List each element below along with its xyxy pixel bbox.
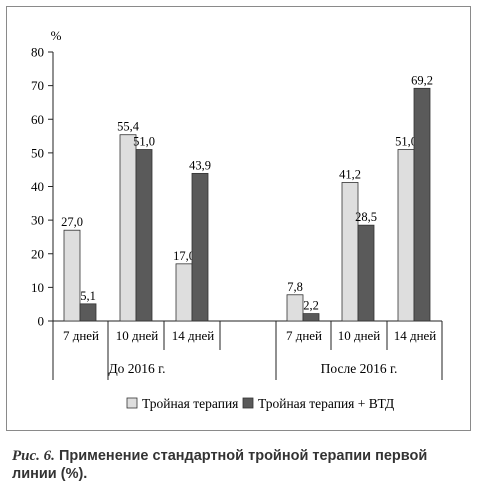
bar-triple-therapy bbox=[397, 149, 415, 322]
bar-triple-therapy-vtd bbox=[191, 172, 209, 322]
bar-triple-therapy bbox=[119, 134, 137, 322]
figure-label: Рис. 6. bbox=[12, 448, 55, 464]
data-label: 28,5 bbox=[355, 210, 377, 224]
data-label: 69,2 bbox=[411, 73, 433, 87]
y-tick-label: 0 bbox=[38, 314, 45, 329]
bar-triple-therapy-vtd bbox=[79, 303, 97, 322]
data-label: 2,2 bbox=[303, 299, 319, 313]
bar-triple-therapy-vtd bbox=[357, 224, 375, 322]
category-label: 10 дней bbox=[338, 328, 381, 343]
y-tick-label: 60 bbox=[31, 112, 44, 127]
data-label: 7,8 bbox=[287, 280, 303, 294]
data-label: 27,0 bbox=[61, 215, 83, 229]
bar-triple-therapy-vtd bbox=[135, 149, 153, 322]
bar-triple-therapy bbox=[175, 263, 193, 322]
data-label: 51,0 bbox=[395, 135, 417, 149]
legend-swatch bbox=[242, 397, 254, 409]
caption-text: Применение стандартной тройной терапии п… bbox=[12, 448, 428, 482]
y-tick-label: 40 bbox=[31, 179, 44, 194]
y-tick-label: 70 bbox=[31, 78, 44, 93]
legend-label: Тройная терапия + ВТД bbox=[258, 396, 394, 411]
category-label: 10 дней bbox=[116, 328, 159, 343]
data-label: 43,9 bbox=[189, 158, 211, 172]
data-label: 51,0 bbox=[133, 135, 155, 149]
data-label: 41,2 bbox=[339, 167, 361, 181]
legend-label: Тройная терапия bbox=[142, 396, 238, 411]
group-label: До 2016 г. bbox=[108, 361, 165, 376]
bar-triple-therapy bbox=[341, 182, 359, 322]
data-label: 17,0 bbox=[173, 249, 195, 263]
bar-triple-therapy bbox=[63, 229, 81, 322]
legend-swatch bbox=[126, 397, 138, 409]
bar-triple-therapy-vtd bbox=[302, 313, 320, 322]
y-tick-label: 80 bbox=[31, 45, 44, 60]
data-label: 55,4 bbox=[117, 120, 140, 134]
y-tick-label: 10 bbox=[31, 280, 44, 295]
chart-frame bbox=[6, 6, 471, 431]
category-label: 14 дней bbox=[394, 328, 437, 343]
bar-triple-therapy-vtd bbox=[413, 87, 431, 322]
bar-triple-therapy bbox=[286, 294, 304, 322]
figure-caption: Рис. 6. Применение стандартной тройной т… bbox=[12, 447, 472, 483]
y-axis-title: % bbox=[51, 28, 62, 43]
category-label: 7 дней bbox=[63, 328, 99, 343]
bar-chart: 0 10 20 30 40 50 60 70 80% 27,0 55,4 17,0 7,8 41,2 51,… bbox=[31, 28, 443, 411]
y-tick-label: 50 bbox=[31, 145, 44, 160]
category-label: 7 дней bbox=[286, 328, 322, 343]
y-tick-label: 20 bbox=[31, 246, 44, 261]
data-label: 5,1 bbox=[80, 289, 96, 303]
y-tick-label: 30 bbox=[31, 213, 44, 228]
category-label: 14 дней bbox=[172, 328, 215, 343]
group-label: После 2016 г. bbox=[321, 361, 398, 376]
